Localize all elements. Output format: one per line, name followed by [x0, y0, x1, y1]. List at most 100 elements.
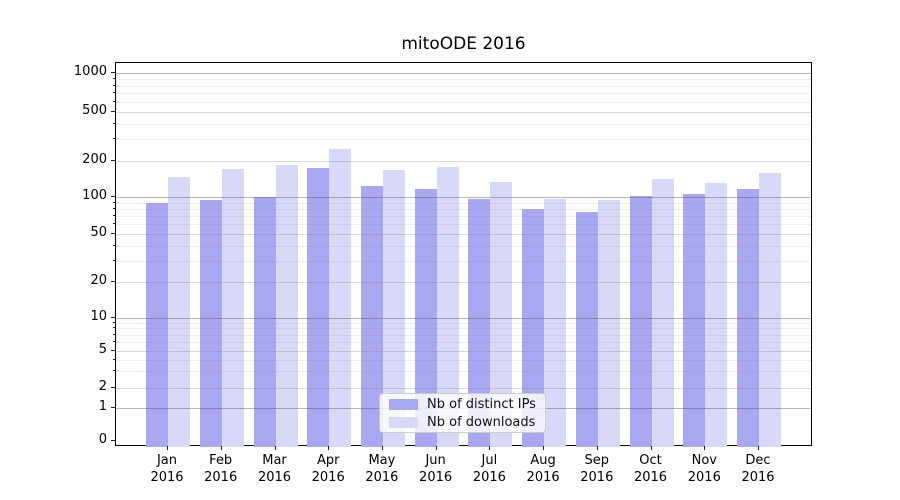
- bar-distinct-ips-mar: [253, 197, 276, 447]
- y-minor-tick-mark: [113, 138, 115, 139]
- gridline-minor: [116, 123, 811, 125]
- bar-distinct-ips-dec: [737, 189, 759, 447]
- gridline-minor: [116, 78, 811, 80]
- y-tick-mark: [111, 316, 115, 318]
- y-minor-tick-mark: [113, 77, 115, 79]
- y-tick-label: 1000: [73, 64, 107, 79]
- y-tick-label: 1: [98, 399, 107, 414]
- y-tick-label: 0: [98, 432, 107, 447]
- y-minor-tick-mark: [113, 122, 115, 124]
- y-tick-mark: [111, 196, 115, 197]
- grid-layer: [116, 63, 811, 445]
- y-tick-mark: [111, 111, 115, 112]
- gridline-minor: [116, 328, 811, 330]
- x-tick-mark: [543, 446, 545, 450]
- y-tick-mark: [111, 386, 115, 388]
- y-tick-label: 20: [90, 273, 107, 288]
- x-tick-label-oct: Oct 2016: [633, 453, 668, 485]
- gridline-minor: [116, 224, 811, 226]
- x-tick-mark: [220, 446, 222, 450]
- gridline-minor: [116, 85, 811, 87]
- gridline-major-power10: [116, 197, 811, 198]
- gridline-major: [116, 282, 811, 283]
- bar-distinct-ips-jan: [146, 202, 168, 447]
- x-tick-mark: [328, 446, 330, 450]
- x-tick-mark: [704, 446, 706, 450]
- bars-layer: [116, 63, 811, 447]
- y-tick-mark: [111, 233, 115, 234]
- x-tick-label-dec: Dec 2016: [741, 453, 775, 485]
- bar-distinct-ips-oct: [629, 196, 652, 447]
- x-tick-label-sep: Sep 2016: [580, 453, 614, 485]
- y-minor-tick-mark: [113, 201, 115, 203]
- y-tick-mark: [111, 407, 115, 408]
- gridline-minor: [116, 245, 811, 247]
- legend-row-distinct-ips: Nb of distinct IPs: [380, 397, 545, 412]
- y-tick-label: 5: [98, 341, 107, 357]
- gridline-minor: [116, 93, 811, 95]
- y-tick-label: 2: [98, 378, 107, 394]
- y-minor-tick-mark: [113, 370, 115, 372]
- y-minor-tick-mark: [113, 321, 115, 323]
- gridline-major-power10: [116, 317, 811, 319]
- bar-downloads-dec: [759, 172, 781, 447]
- legend: Nb of distinct IPs Nb of downloads: [379, 393, 546, 433]
- y-tick-mark: [111, 159, 115, 161]
- bar-distinct-ips-feb: [199, 199, 222, 447]
- gridline-minor: [116, 371, 811, 373]
- bar-downloads-nov: [705, 183, 728, 447]
- gridline-major: [116, 387, 811, 389]
- x-tick-mark: [381, 446, 383, 450]
- y-minor-tick-mark: [113, 333, 115, 335]
- bar-downloads-may: [382, 170, 405, 447]
- gridline-minor: [116, 260, 811, 262]
- gridline-minor: [116, 216, 811, 217]
- gridline-minor: [116, 359, 811, 361]
- gridline-major: [116, 234, 811, 235]
- x-tick-mark: [596, 446, 598, 450]
- bar-downloads-mar: [275, 164, 298, 447]
- y-minor-tick-mark: [113, 215, 115, 216]
- y-tick-label: 500: [82, 103, 107, 118]
- y-minor-tick-mark: [113, 223, 115, 225]
- gridline-major-power10: [116, 73, 811, 74]
- plot-area: [115, 62, 812, 447]
- bar-distinct-ips-jul: [468, 199, 491, 447]
- y-tick-label: 100: [82, 188, 107, 203]
- bar-downloads-oct: [651, 178, 674, 447]
- x-tick-mark: [167, 446, 168, 450]
- y-tick-mark: [111, 349, 115, 351]
- gridline-major: [116, 160, 811, 162]
- legend-label-distinct-ips: Nb of distinct IPs: [427, 396, 536, 412]
- x-tick-label-nov: Nov 2016: [687, 453, 721, 485]
- gridline-minor: [116, 101, 811, 103]
- bar-downloads-sep: [597, 199, 620, 447]
- bar-distinct-ips-aug: [522, 208, 545, 447]
- y-tick-label: 10: [90, 308, 107, 324]
- x-tick-mark: [435, 446, 437, 450]
- bar-downloads-apr: [329, 148, 352, 447]
- y-minor-tick-mark: [113, 259, 115, 261]
- y-tick-mark: [111, 440, 115, 441]
- bar-downloads-aug: [544, 199, 567, 447]
- x-tick-label-may: May 2016: [365, 453, 399, 485]
- bar-distinct-ips-nov: [683, 193, 706, 447]
- x-tick-label-apr: Apr 2016: [311, 453, 345, 485]
- bar-distinct-ips-apr: [307, 167, 330, 447]
- legend-row-downloads: Nb of downloads: [380, 415, 545, 430]
- bar-distinct-ips-may: [360, 186, 383, 447]
- x-tick-label-aug: Aug 2016: [526, 453, 560, 485]
- x-tick-label-jul: Jul 2016: [472, 453, 506, 485]
- bar-downloads-jun: [436, 166, 459, 447]
- y-minor-tick-mark: [113, 244, 115, 246]
- legend-label-downloads: Nb of downloads: [427, 414, 536, 430]
- y-minor-tick-mark: [113, 358, 115, 360]
- gridline-minor: [116, 341, 811, 343]
- x-tick-mark: [758, 446, 759, 450]
- gridline-minor: [116, 322, 811, 324]
- gridline-minor: [116, 334, 811, 336]
- bar-downloads-jul: [490, 182, 513, 447]
- y-tick-mark: [111, 281, 115, 282]
- y-minor-tick-mark: [113, 100, 115, 102]
